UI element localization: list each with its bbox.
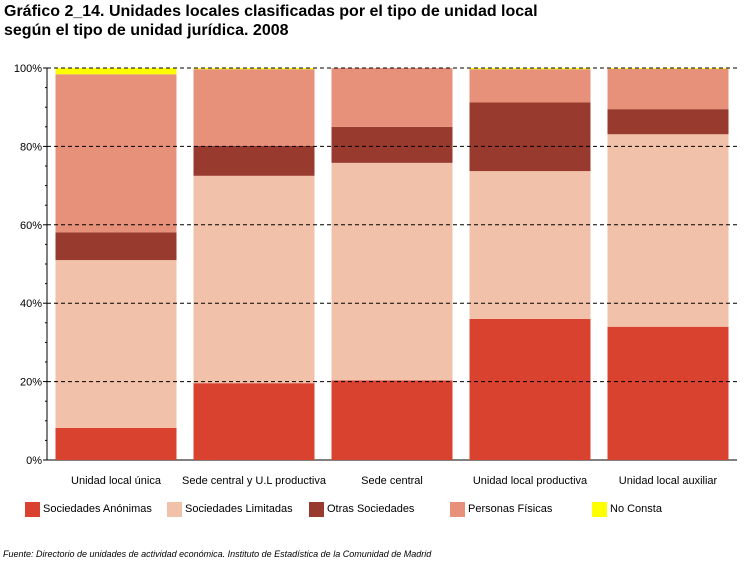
- bar-segment: [331, 162, 453, 381]
- legend-item: No Consta: [592, 499, 662, 519]
- bar-segment: [331, 126, 453, 163]
- bar-segment: [469, 68, 591, 70]
- bar-segment: [55, 232, 177, 261]
- legend-item: Otras Sociedades: [309, 499, 414, 519]
- bar-segment: [607, 68, 729, 69]
- stacked-bar-chart: Unidad local única Sede central y U.L pro…: [14, 63, 737, 487]
- bar-segment: [193, 146, 315, 176]
- bar-segment: [193, 175, 315, 384]
- source-note: Fuente: Directorio de unidades de activi…: [3, 549, 432, 559]
- bar-segment: [469, 69, 591, 103]
- bar-segment: [331, 380, 453, 460]
- bar-segment: [607, 68, 729, 110]
- x-tick-label: Unidad local única: [71, 475, 162, 487]
- legend-swatch: [592, 501, 607, 517]
- legend-label: Sociedades Limitadas: [185, 503, 293, 515]
- legend-item: Sociedades Limitadas: [167, 499, 293, 519]
- bar-segment: [193, 383, 315, 460]
- y-tick-label: 40%: [20, 298, 42, 310]
- legend-label: Otras Sociedades: [327, 503, 415, 515]
- x-tick-label: Unidad local auxiliar: [619, 475, 718, 487]
- chart-title-line-1: Gráfico 2_14. Unidades locales clasifica…: [4, 3, 538, 20]
- x-tick-label: Unidad local productiva: [473, 475, 588, 487]
- bar-segment: [607, 134, 729, 327]
- chart-title-line-2: según el tipo de unidad jurídica. 2008: [4, 22, 289, 39]
- y-tick-label: 80%: [20, 141, 42, 153]
- bar-segment: [469, 171, 591, 319]
- legend-swatch: [450, 501, 465, 517]
- bar-segment: [193, 68, 315, 70]
- legend-swatch: [25, 501, 40, 517]
- x-tick-label: Sede central: [361, 475, 423, 487]
- y-tick-label: 20%: [20, 377, 42, 389]
- bar-segment: [331, 68, 453, 127]
- legend-swatch: [309, 501, 324, 517]
- bar-segment: [469, 102, 591, 172]
- bar-segment: [607, 109, 729, 135]
- legend-label: Personas Físicas: [468, 503, 553, 515]
- y-tick-label: 60%: [20, 220, 42, 232]
- bar-segment: [55, 68, 177, 75]
- chart-title: Gráfico 2_14. Unidades locales clasifica…: [4, 2, 604, 40]
- bar-segment: [55, 260, 177, 428]
- bar-segment: [55, 427, 177, 460]
- bar-segment: [607, 326, 729, 460]
- y-tick-label: 0%: [26, 455, 42, 467]
- bar-segment: [55, 74, 177, 233]
- legend-item: Sociedades Anónimas: [25, 499, 152, 519]
- x-tick-label: Sede central y U.L productiva: [182, 475, 327, 487]
- legend-label: Sociedades Anónimas: [43, 503, 152, 515]
- legend-label: No Consta: [610, 503, 662, 515]
- y-tick-label: 100%: [14, 63, 42, 75]
- bar-segment: [193, 69, 315, 147]
- legend-item: Personas Físicas: [450, 499, 552, 519]
- legend-swatch: [167, 501, 182, 517]
- bar-segment: [469, 318, 591, 460]
